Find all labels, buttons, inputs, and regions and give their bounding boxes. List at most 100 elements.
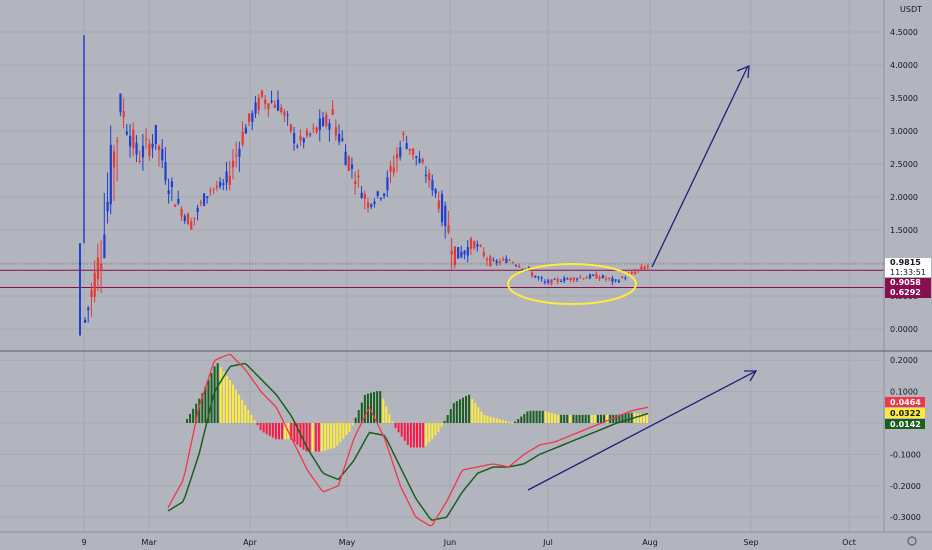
- candle-body: [569, 277, 572, 281]
- candle-body: [212, 188, 215, 190]
- candle-body: [383, 193, 386, 197]
- price-tick-label: 3.0000: [890, 127, 918, 136]
- macd-line: [167, 353, 649, 527]
- histogram-bar: [186, 418, 188, 423]
- macd-axis[interactable]: 0.20000.10000.0000-0.1000-0.2000-0.30000…: [885, 356, 925, 522]
- candle-body: [518, 266, 521, 268]
- histogram-bar: [385, 406, 388, 423]
- histogram-bar: [345, 423, 348, 436]
- candle-body: [350, 164, 354, 169]
- candle-body: [132, 129, 135, 149]
- price-axis[interactable]: USDT 4.5000 4.0000 3.5000 3.0000 2.5000 2.0000…: [883, 0, 931, 550]
- candle-body: [370, 204, 373, 207]
- candle-body: [624, 277, 627, 279]
- histogram-bar: [541, 410, 544, 423]
- histogram-bar: [434, 423, 437, 436]
- time-tick-label: Jun: [443, 538, 457, 547]
- candle-body: [273, 104, 276, 108]
- histogram-bar: [446, 414, 449, 423]
- candle-body: [521, 268, 524, 270]
- histogram-bar: [538, 410, 541, 423]
- candle-body: [502, 258, 505, 260]
- histogram-bar: [406, 423, 409, 446]
- candle-body: [145, 138, 148, 141]
- price-candles[interactable]: [79, 35, 649, 336]
- candle-body: [280, 107, 283, 113]
- level-label-upper-bg: [885, 278, 931, 288]
- candle-body: [405, 143, 408, 149]
- histogram-bar: [397, 423, 400, 433]
- histogram-bar: [584, 414, 587, 423]
- candle-body: [96, 257, 100, 280]
- histogram-bar: [593, 414, 596, 423]
- price-tick-label: 4.0000: [890, 61, 918, 70]
- candle-body: [183, 216, 186, 221]
- histogram-bar: [458, 399, 461, 423]
- time-tick-label: Mar: [141, 538, 157, 547]
- candle-body: [106, 201, 109, 212]
- histogram-bar: [391, 421, 394, 423]
- candle-body: [241, 131, 244, 145]
- candle-body: [161, 148, 164, 161]
- histogram-bar: [529, 410, 532, 423]
- histogram-bar: [627, 413, 630, 423]
- histogram-bar: [520, 416, 523, 423]
- histogram-bar: [468, 394, 471, 423]
- candle-body: [254, 102, 257, 114]
- candle-body: [418, 158, 421, 163]
- macd-value-bg: [885, 397, 925, 407]
- macd-tick-label: -0.3000: [890, 513, 921, 522]
- histogram-bar: [281, 423, 284, 440]
- histogram-bar: [376, 391, 379, 423]
- candle-body: [643, 266, 646, 269]
- histogram-bar: [195, 403, 198, 423]
- histogram-bar: [511, 422, 514, 424]
- candle-body: [334, 127, 338, 136]
- candle-body: [392, 167, 395, 173]
- histogram-bar: [265, 423, 268, 435]
- histogram-bar: [290, 423, 293, 440]
- histogram-bar: [646, 414, 648, 423]
- candle-body: [338, 133, 341, 142]
- histogram-bar: [550, 413, 553, 423]
- time-axis[interactable]: 9 Mar Apr May Jun Jul Aug Sep Oct: [0, 531, 932, 550]
- histogram-bar: [514, 421, 517, 423]
- trend-arrow: [527, 370, 757, 491]
- candle-body: [460, 251, 463, 258]
- candle-body: [363, 193, 366, 199]
- candle-body: [608, 277, 611, 279]
- macd-tick-label: -0.2000: [890, 482, 921, 491]
- candle-body: [428, 173, 431, 181]
- candle-body: [457, 247, 460, 259]
- candle-body: [389, 166, 392, 172]
- histogram-bar: [425, 423, 428, 446]
- price-grid: [0, 0, 884, 532]
- histogram-bar: [416, 423, 418, 448]
- candle-body: [122, 111, 125, 118]
- currency-label: USDT: [900, 5, 922, 14]
- candle-body: [473, 241, 476, 249]
- candle-body: [611, 278, 614, 282]
- level-label-lower-bg: [885, 288, 931, 298]
- price-tick-label: 3.5000: [890, 94, 918, 103]
- candle-body: [479, 245, 482, 247]
- histogram-bar: [606, 414, 609, 423]
- histogram-bar: [431, 423, 434, 439]
- histogram-bar: [636, 413, 639, 423]
- time-tick-label: 9: [81, 538, 86, 547]
- histogram-bar: [201, 393, 204, 423]
- histogram-bar: [563, 414, 566, 423]
- histogram-bar: [486, 415, 489, 423]
- candle-body: [379, 198, 383, 200]
- candle-body: [116, 140, 119, 142]
- candle-body: [93, 272, 96, 297]
- candle-body: [482, 252, 485, 257]
- histogram-bar: [437, 423, 440, 433]
- histogram-bar: [455, 401, 458, 423]
- histogram-bar: [314, 423, 317, 452]
- candle-body: [576, 278, 579, 280]
- candle-body: [592, 274, 595, 276]
- candle-body: [601, 275, 604, 279]
- histogram-bar: [642, 414, 645, 423]
